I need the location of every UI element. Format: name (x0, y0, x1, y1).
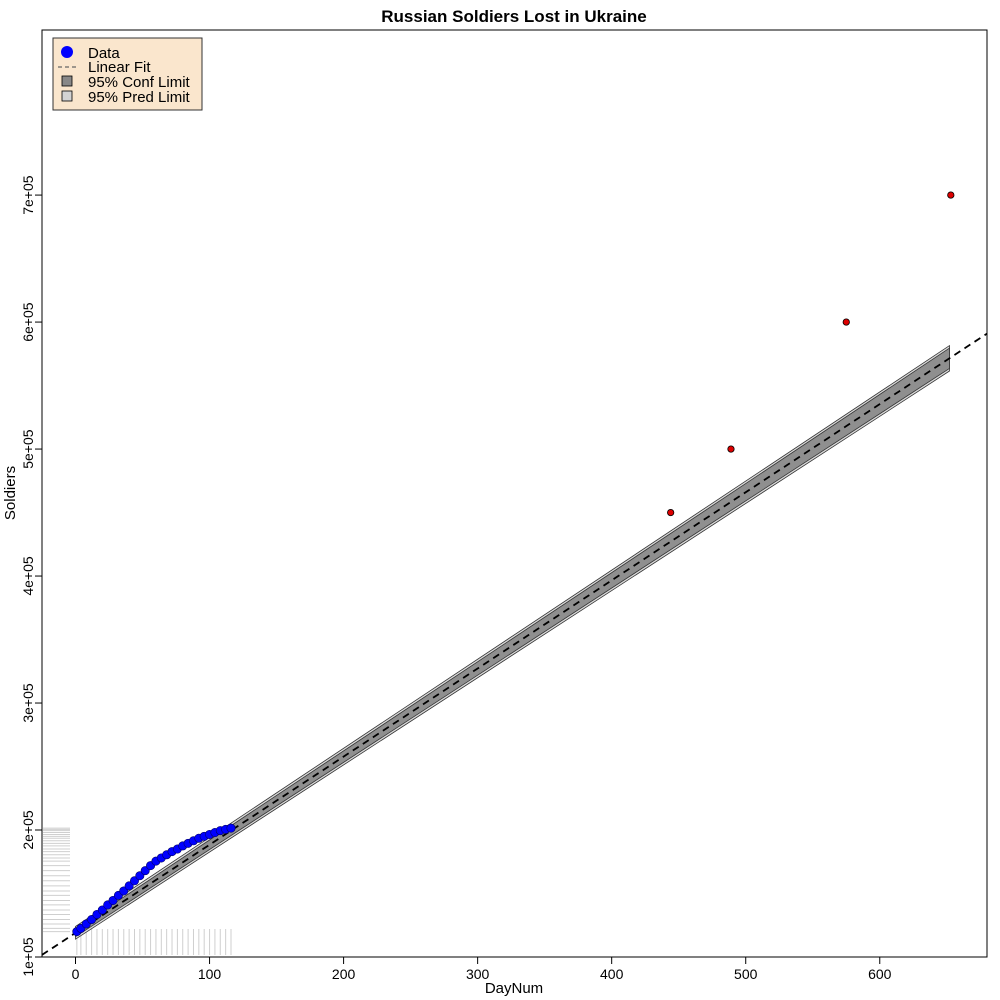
y-tick-label: 3e+05 (20, 683, 36, 723)
y-tick-label: 2e+05 (20, 810, 36, 850)
x-tick-label: 400 (600, 966, 624, 982)
data-points (72, 191, 955, 937)
legend-conf-marker (61, 75, 73, 87)
linear-fit-line (41, 332, 988, 956)
legend: Data Linear Fit 95% Conf Limit 95% Pred … (52, 37, 203, 111)
x-rug (76, 929, 232, 955)
y-tick-label: 6e+05 (20, 302, 36, 342)
x-axis: 0 100 200 300 400 500 600 (72, 957, 892, 982)
x-axis-label: DayNum (485, 980, 543, 997)
x-tick-label: 600 (868, 966, 892, 982)
projection-point (727, 445, 735, 453)
y-tick-label: 7e+05 (20, 175, 36, 215)
y-tick-label: 4e+05 (20, 556, 36, 596)
y-tick-label: 1e+05 (20, 937, 36, 977)
y-axis: 1e+05 2e+05 3e+05 4e+05 5e+05 6e+05 7e+05 (20, 175, 42, 977)
legend-label-pred: 95% Pred Limit (88, 89, 191, 106)
legend-pred-marker (61, 90, 73, 102)
chart-title: Russian Soldiers Lost in Ukraine (381, 7, 646, 26)
legend-box (52, 37, 203, 111)
projection-point (667, 508, 675, 517)
projection-point (842, 318, 850, 326)
data-point (226, 823, 236, 833)
x-tick-label: 100 (198, 966, 222, 982)
x-tick-label: 500 (734, 966, 758, 982)
y-rug (43, 827, 70, 933)
legend-label-fit: Linear Fit (88, 59, 151, 76)
y-tick-label: 5e+05 (20, 429, 36, 469)
x-tick-label: 200 (332, 966, 356, 982)
x-tick-label: 300 (466, 966, 490, 982)
legend-label-conf: 95% Conf Limit (88, 74, 191, 91)
y-axis-label: Soldiers (2, 466, 19, 520)
legend-data-marker (61, 46, 73, 58)
plot-frame (41, 29, 988, 958)
x-tick-label: 0 (72, 966, 80, 982)
legend-label-data: Data (88, 45, 120, 62)
projection-point (947, 191, 955, 199)
